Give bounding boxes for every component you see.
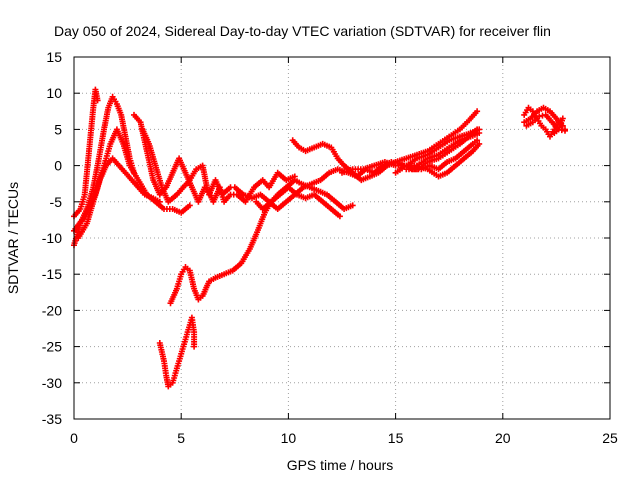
data-point bbox=[94, 97, 101, 104]
chart-title: Day 050 of 2024, Sidereal Day-to-day VTE… bbox=[54, 23, 551, 39]
axis-ticks: 0 5 10 15 20 25 -35 -30 -25 -20 -15 -10 -5 0 5 10 15 bbox=[42, 49, 618, 446]
series-8 bbox=[167, 177, 356, 307]
x-tick-label: 10 bbox=[281, 430, 297, 446]
data-point bbox=[562, 127, 568, 134]
series-16 bbox=[403, 126, 481, 173]
x-tick-label: 0 bbox=[70, 430, 78, 446]
series-6 bbox=[139, 126, 298, 205]
y-tick-label: 0 bbox=[54, 158, 62, 174]
x-tick-label: 20 bbox=[495, 430, 511, 446]
y-tick-label: -15 bbox=[42, 266, 62, 282]
y-tick-label: -10 bbox=[42, 230, 62, 246]
data-points bbox=[71, 86, 568, 390]
series-7 bbox=[156, 314, 198, 390]
data-point bbox=[156, 198, 163, 205]
data-point bbox=[186, 202, 193, 209]
grid bbox=[74, 57, 610, 419]
y-tick-label: 5 bbox=[54, 121, 62, 137]
x-axis-label: GPS time / hours bbox=[287, 457, 394, 473]
data-point bbox=[474, 108, 481, 115]
y-tick-label: -35 bbox=[42, 411, 62, 427]
data-point bbox=[474, 126, 481, 133]
data-point bbox=[349, 202, 356, 209]
y-tick-label: 10 bbox=[46, 85, 62, 101]
plot-frame bbox=[73, 56, 611, 420]
x-tick-label: 15 bbox=[388, 430, 404, 446]
data-point bbox=[191, 343, 198, 350]
data-point bbox=[476, 130, 483, 136]
data-point bbox=[551, 130, 558, 136]
y-tick-label: -25 bbox=[42, 339, 62, 355]
y-tick-label: 15 bbox=[46, 49, 62, 65]
series-4 bbox=[75, 155, 163, 241]
data-point bbox=[474, 137, 481, 144]
y-tick-label: -20 bbox=[42, 302, 62, 318]
series-19 bbox=[523, 111, 568, 134]
y-axis-label: SDTVAR / TECUs bbox=[5, 182, 21, 294]
y-tick-label: -30 bbox=[42, 375, 62, 391]
x-tick-label: 25 bbox=[602, 430, 618, 446]
data-point bbox=[559, 122, 566, 129]
data-point bbox=[476, 140, 483, 147]
data-point bbox=[336, 213, 343, 220]
x-tick-label: 5 bbox=[177, 430, 185, 446]
y-tick-label: -5 bbox=[50, 194, 63, 210]
series-1 bbox=[71, 86, 101, 220]
